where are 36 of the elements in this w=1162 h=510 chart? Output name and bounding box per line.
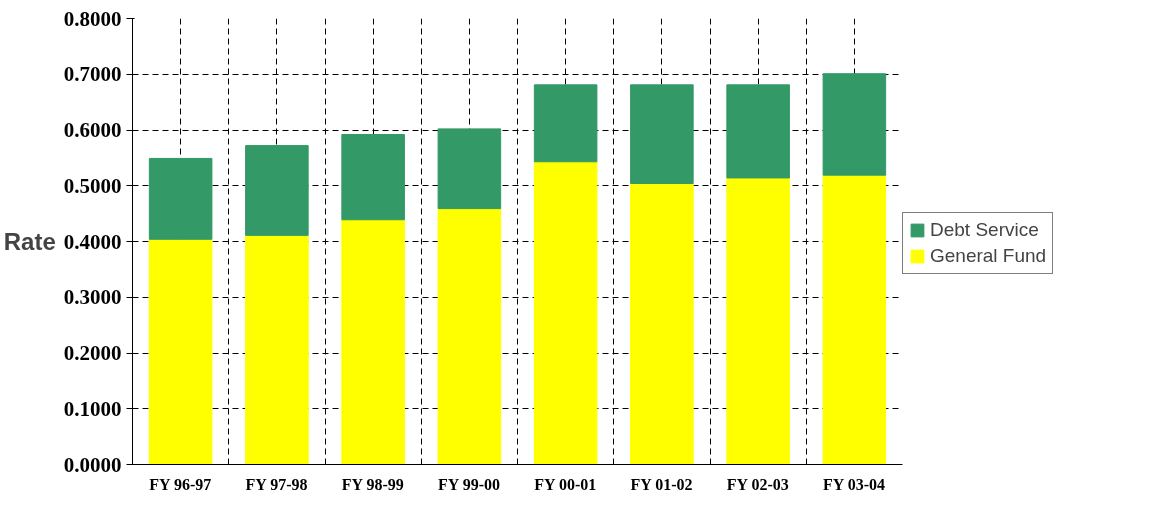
bar (533, 84, 598, 163)
x-tick-label: FY 96-97 (149, 475, 212, 493)
bar (630, 84, 694, 185)
bar (437, 208, 502, 465)
bar (726, 177, 790, 465)
bar (148, 238, 213, 465)
y-tick-label: 0.2000 (63, 341, 122, 365)
bar (630, 183, 694, 465)
bar (822, 174, 887, 465)
y-tick-label: 0.5000 (63, 173, 122, 198)
x-tick-label: FY 02-03 (726, 475, 789, 493)
legend-label: Debt Service (930, 219, 1039, 241)
bar (437, 128, 502, 210)
x-tick-label: FY 98-99 (341, 475, 404, 493)
bar (726, 84, 790, 179)
y-tick-label: 0.3000 (63, 285, 122, 310)
y-tick-label: 0.8000 (63, 6, 122, 31)
x-tick-label: FY 99-00 (438, 475, 501, 493)
y-tick-label: 0.4000 (63, 229, 122, 254)
bar (341, 219, 405, 465)
bar (148, 157, 213, 240)
legend-label: General Fund (930, 245, 1047, 267)
x-tick-label: FY 03-04 (823, 475, 886, 493)
y-tick-label: 0.1000 (63, 396, 122, 421)
x-tick-label: FY 01-02 (630, 475, 693, 493)
bar (822, 73, 887, 176)
y-tick-label: 0.0000 (63, 452, 122, 477)
y-tick-label: 0.6000 (63, 118, 122, 142)
bar (341, 133, 405, 221)
x-tick-label: FY 97-98 (245, 475, 308, 493)
bar (245, 145, 309, 236)
bar (245, 234, 309, 465)
y-tick-label: 0.7000 (63, 62, 122, 87)
y-axis-title: Rate (3, 228, 56, 255)
x-tick-label: FY 00-01 (534, 475, 597, 493)
bar (533, 161, 598, 465)
